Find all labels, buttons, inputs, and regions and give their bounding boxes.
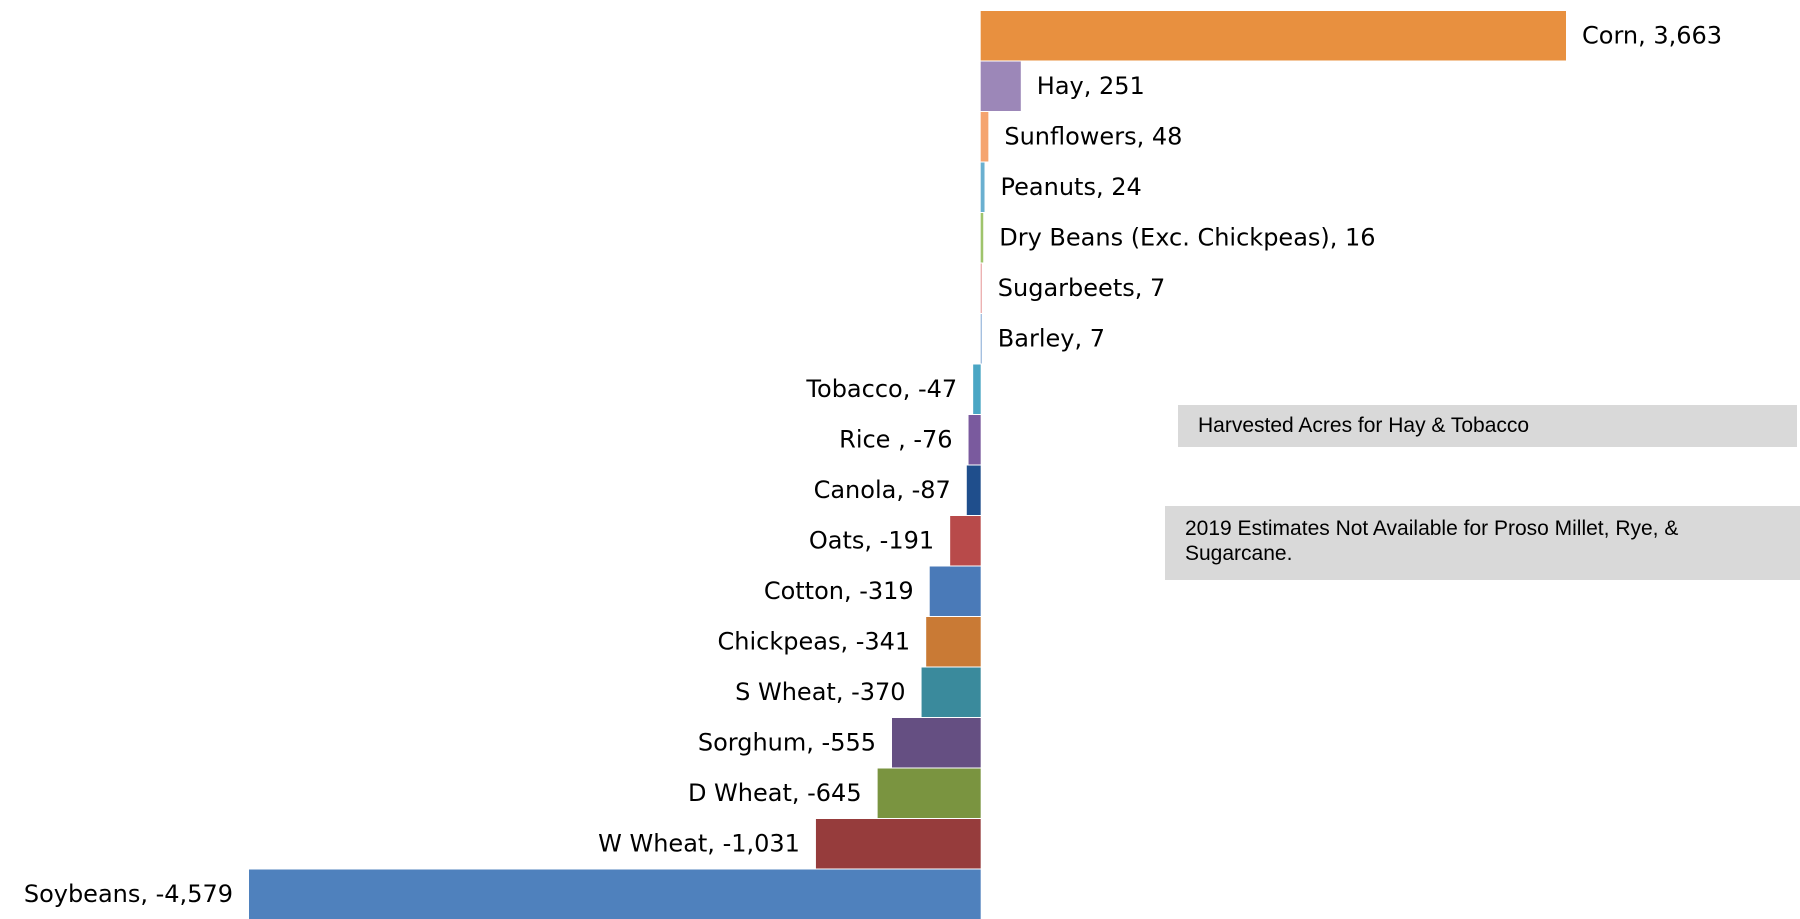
bar [980, 263, 982, 313]
data-label: Soybeans, -4,579 [24, 880, 233, 908]
bar [950, 516, 981, 566]
bar [815, 819, 981, 869]
bar [980, 314, 982, 364]
bar [929, 566, 981, 616]
data-label: Sugarbeets, 7 [998, 274, 1165, 302]
bar [980, 162, 985, 212]
data-label: Cotton, -319 [764, 577, 914, 605]
data-label: Chickpeas, -341 [718, 627, 911, 655]
bar [980, 61, 1021, 111]
bar [877, 768, 981, 818]
bar [980, 213, 984, 263]
data-label: D Wheat, -645 [688, 779, 862, 807]
data-label: Canola, -87 [814, 476, 951, 504]
data-label: Barley, 7 [998, 324, 1105, 352]
data-label: Tobacco, -47 [805, 375, 957, 403]
data-label: Peanuts, 24 [1001, 173, 1142, 201]
bar [968, 415, 981, 465]
data-label: S Wheat, -370 [735, 678, 905, 706]
bar [980, 112, 989, 162]
bar [921, 667, 981, 717]
data-label: W Wheat, -1,031 [598, 829, 800, 857]
bar [973, 364, 981, 414]
data-label: Rice , -76 [839, 425, 952, 453]
data-label: Dry Beans (Exc. Chickpeas), 16 [999, 223, 1375, 251]
bar [249, 869, 981, 919]
data-label: Sorghum, -555 [698, 728, 876, 756]
data-label: Sunflowers, 48 [1004, 122, 1182, 150]
annotation: Harvested Acres for Hay & Tobacco [1178, 405, 1797, 447]
data-label: Corn, 3,663 [1582, 21, 1722, 49]
bar [966, 465, 981, 515]
annotation: 2019 Estimates Not Available for Proso M… [1165, 506, 1800, 580]
bar [892, 718, 981, 768]
data-label: Oats, -191 [809, 526, 934, 554]
data-label: Hay, 251 [1037, 72, 1145, 100]
bar [980, 11, 1566, 61]
bar [926, 617, 981, 667]
